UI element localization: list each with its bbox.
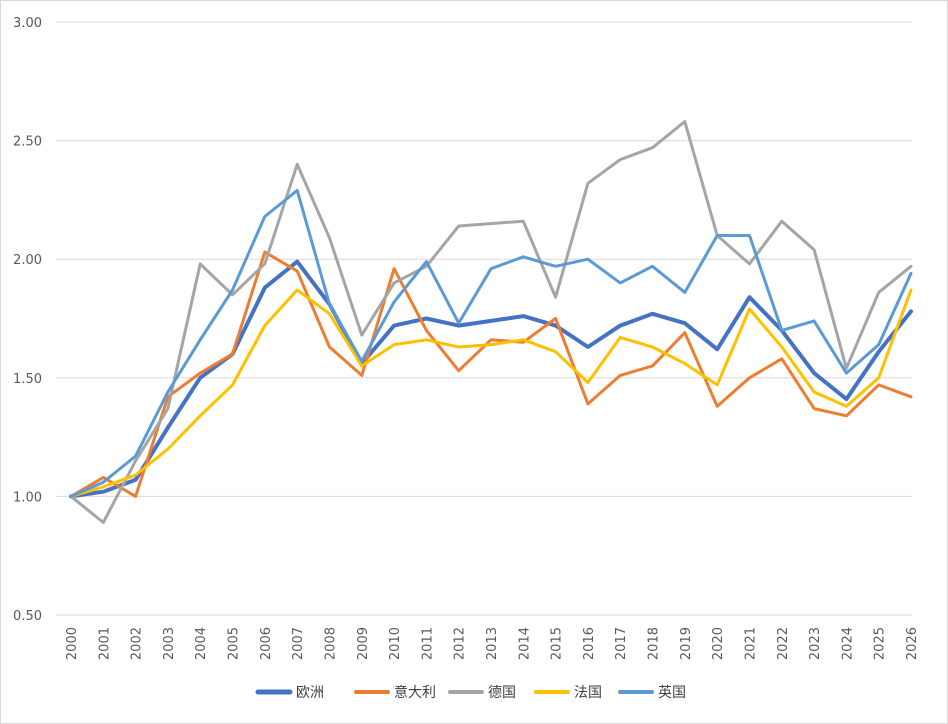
series-line-0 [69, 259, 913, 499]
series-line-2 [69, 120, 913, 524]
series-line-1 [69, 250, 913, 498]
legend-label: 德国 [488, 685, 516, 701]
x-tick-label: 2003 [162, 627, 177, 660]
y-tick-label: 1.50 [13, 372, 42, 387]
x-tick-label: 2024 [840, 627, 855, 660]
x-tick-label: 2025 [873, 627, 888, 660]
y-tick-label: 1.00 [13, 490, 42, 505]
series-line-4 [69, 188, 913, 498]
legend-label: 欧洲 [296, 685, 324, 701]
x-tick-label: 2001 [97, 627, 112, 660]
x-tick-label: 2009 [356, 627, 371, 660]
series-lines [69, 120, 913, 524]
x-tick-label: 2010 [388, 627, 403, 660]
y-tick-label: 3.00 [13, 16, 42, 31]
y-axis-tick-labels: 0.50 1.00 1.50 2.00 2.50 3.00 [13, 16, 42, 624]
x-tick-label: 2021 [743, 627, 758, 660]
x-tick-label: 2015 [550, 627, 565, 660]
grid-lines [56, 21, 912, 616]
x-tick-label: 2006 [259, 627, 274, 660]
x-tick-label: 2007 [291, 627, 306, 660]
x-tick-label: 2026 [905, 627, 920, 660]
legend-label: 意大利 [394, 684, 436, 701]
x-tick-label: 2016 [582, 627, 597, 660]
x-tick-label: 2012 [453, 627, 468, 660]
legend: 欧洲 意大利 德国 法国 英国 [255, 684, 686, 701]
x-tick-label: 2002 [130, 627, 145, 660]
x-tick-label: 2022 [776, 627, 791, 660]
x-tick-label: 2023 [808, 627, 823, 660]
x-axis-tick-labels: 2000 2001 2002 2003 2004 2005 2006 2007 2008 2009… [65, 627, 920, 660]
x-tick-label: 2017 [614, 627, 629, 660]
x-tick-label: 2018 [647, 627, 662, 660]
x-tick-label: 2011 [420, 627, 435, 660]
x-tick-label: 2004 [194, 627, 209, 660]
x-tick-label: 2020 [711, 627, 726, 660]
x-tick-label: 2005 [227, 627, 242, 660]
legend-label: 法国 [574, 685, 602, 701]
x-tick-label: 2008 [323, 627, 338, 660]
y-tick-label: 2.50 [13, 135, 42, 150]
y-tick-label: 2.00 [13, 253, 42, 268]
x-tick-label: 2014 [517, 627, 532, 660]
legend-label: 英国 [658, 684, 686, 701]
series-line-3 [69, 288, 913, 498]
y-tick-label: 0.50 [13, 609, 42, 624]
x-tick-label: 2019 [679, 627, 694, 660]
x-tick-label: 2000 [65, 627, 80, 660]
x-tick-label: 2013 [485, 627, 500, 660]
